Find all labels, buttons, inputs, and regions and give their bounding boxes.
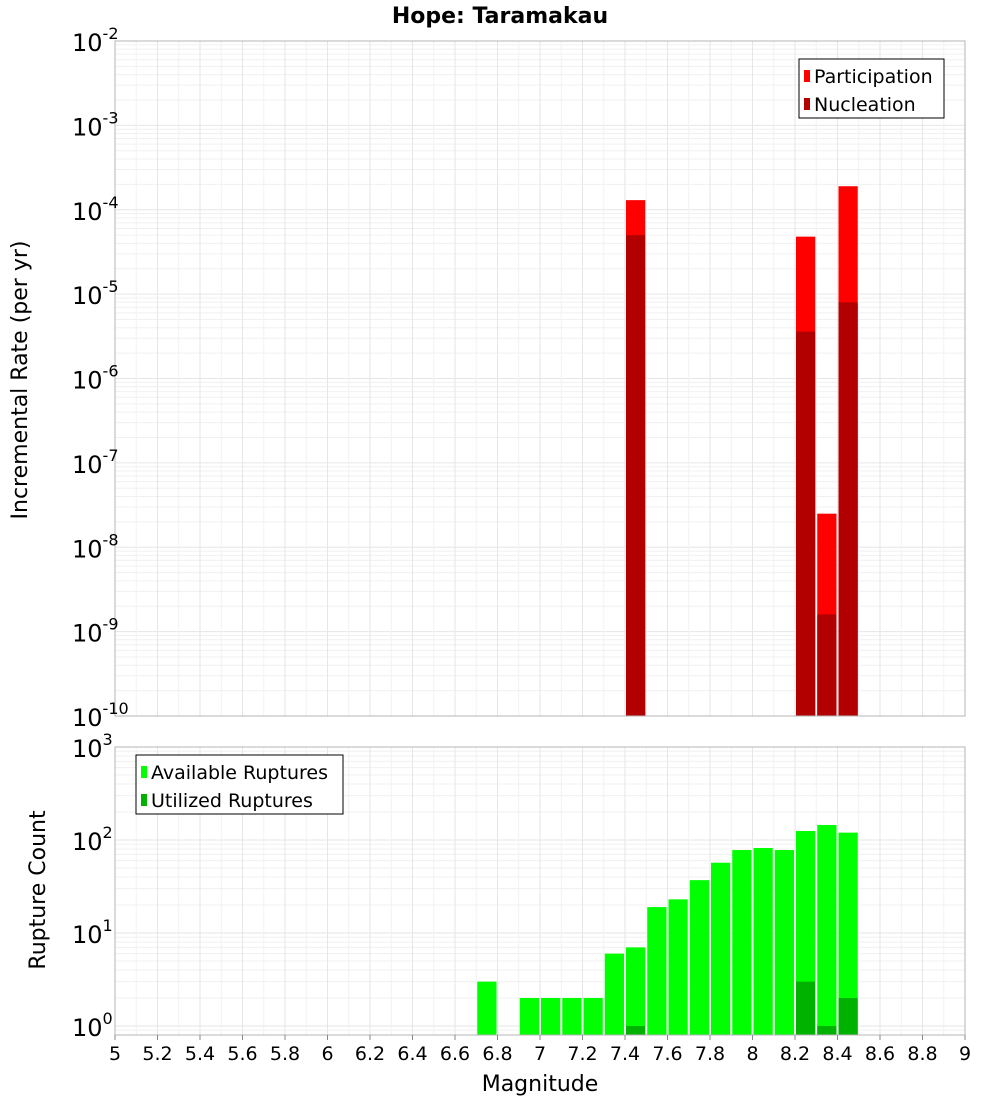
bottom-bar-available-ruptures (519, 997, 539, 1035)
bottom-bar-available-ruptures (604, 953, 624, 1035)
bottom-bar-available-ruptures (477, 981, 497, 1035)
top-bar-nucleation (838, 302, 858, 716)
top-y-tick-label: 10-10 (72, 699, 129, 732)
x-tick-label: 5.8 (270, 1043, 300, 1065)
bottom-bar-available-ruptures (774, 850, 794, 1035)
top-y-tick-label: 10-3 (72, 108, 119, 141)
top-y-tick-label: 10-4 (72, 193, 119, 226)
top-y-tick-label: 10-5 (72, 277, 119, 310)
bottom-bar-available-ruptures (732, 850, 752, 1035)
bottom-bar-utilized-ruptures (838, 997, 858, 1035)
top-legend (798, 58, 945, 119)
x-tick-label: 6.4 (397, 1043, 427, 1065)
x-tick-label: 9 (959, 1043, 971, 1065)
x-tick-label: 6.2 (355, 1043, 385, 1065)
top-y-tick-label: 10-2 (72, 24, 119, 57)
top-bar-nucleation (626, 235, 646, 716)
bottom-bar-available-ruptures (838, 832, 858, 1035)
bottom-panel: 103 102 101 100 Available Ruptures Utilized R… (72, 730, 966, 1042)
x-tick-label: 7.8 (695, 1043, 725, 1065)
bottom-bar-available-ruptures (626, 947, 646, 1035)
bottom-bar-available-ruptures (541, 997, 561, 1035)
x-tick-label: 8 (746, 1043, 758, 1065)
x-tick-label: 5.4 (185, 1043, 215, 1065)
top-legend-label: Participation (814, 66, 933, 88)
x-tick-label: 6.8 (482, 1043, 512, 1065)
x-tick-label: 8.6 (865, 1043, 895, 1065)
top-y-tick-label: 10-7 (72, 446, 119, 479)
bottom-bar-available-ruptures (711, 862, 731, 1035)
bottom-bar-available-ruptures (753, 848, 773, 1035)
top-legend-label: Nucleation (814, 94, 916, 116)
bottom-bar-utilized-ruptures (796, 981, 816, 1035)
top-legend-swatch (804, 70, 810, 82)
bottom-bar-available-ruptures (668, 899, 688, 1035)
bottom-legend-swatch (141, 794, 147, 806)
x-tick-label: 7.4 (610, 1043, 640, 1065)
top-legend-swatch (804, 98, 810, 110)
x-tick-label: 6 (321, 1043, 333, 1065)
top-y-tick-label: 10-8 (72, 530, 119, 563)
bottom-bar-utilized-ruptures (626, 1025, 646, 1035)
x-tick-label: 7.6 (652, 1043, 682, 1065)
x-tick-label: 7 (534, 1043, 546, 1065)
bottom-y-tick-label: 103 (72, 730, 113, 763)
top-bar-nucleation (796, 331, 816, 716)
x-tick-label: 5 (109, 1043, 121, 1065)
bottom-bar-available-ruptures (647, 907, 667, 1035)
top-plot-frame (114, 40, 966, 717)
x-tick-label: 8.8 (907, 1043, 937, 1065)
chart-title: Hope: Taramakau (392, 4, 608, 29)
bottom-legend-label: Utilized Ruptures (151, 790, 313, 812)
x-tick-label: 8.2 (780, 1043, 810, 1065)
bottom-y-axis-label: Rupture Count (26, 810, 51, 970)
bottom-legend-swatch (141, 766, 147, 778)
bottom-bar-utilized-ruptures (817, 1025, 837, 1035)
bottom-legend (135, 754, 344, 815)
x-axis: 5 5.2 5.4 5.6 5.8 6 6.2 6.4 6.6 6.8 7 7.2 7.4 7.6 7.8 8… (109, 1035, 971, 1065)
bottom-y-tick-label: 101 (72, 916, 113, 949)
x-axis-label: Magnitude (482, 1072, 599, 1097)
bottom-bar-available-ruptures (583, 997, 603, 1035)
bottom-y-tick-label: 102 (72, 823, 113, 856)
x-tick-label: 5.6 (227, 1043, 257, 1065)
top-y-tick-label: 10-6 (72, 362, 119, 395)
bottom-y-tick-label: 100 (72, 1009, 113, 1042)
top-y-axis-label: Incremental Rate (per yr) (8, 241, 33, 520)
bottom-legend-label: Available Ruptures (151, 762, 328, 784)
x-tick-label: 6.6 (440, 1043, 470, 1065)
bottom-bar-available-ruptures (562, 997, 582, 1035)
bottom-bar-available-ruptures (689, 880, 709, 1035)
x-tick-label: 7.2 (567, 1043, 597, 1065)
top-bar-nucleation (817, 614, 837, 716)
top-y-tick-label: 10-9 (72, 615, 119, 648)
top-panel: 10-2 10-3 10-4 10-5 10-6 10-7 10-8 10-9 10-10 Par… (72, 24, 966, 732)
x-tick-label: 5.2 (142, 1043, 172, 1065)
bottom-bar-available-ruptures (817, 824, 837, 1035)
x-tick-label: 8.4 (822, 1043, 852, 1065)
